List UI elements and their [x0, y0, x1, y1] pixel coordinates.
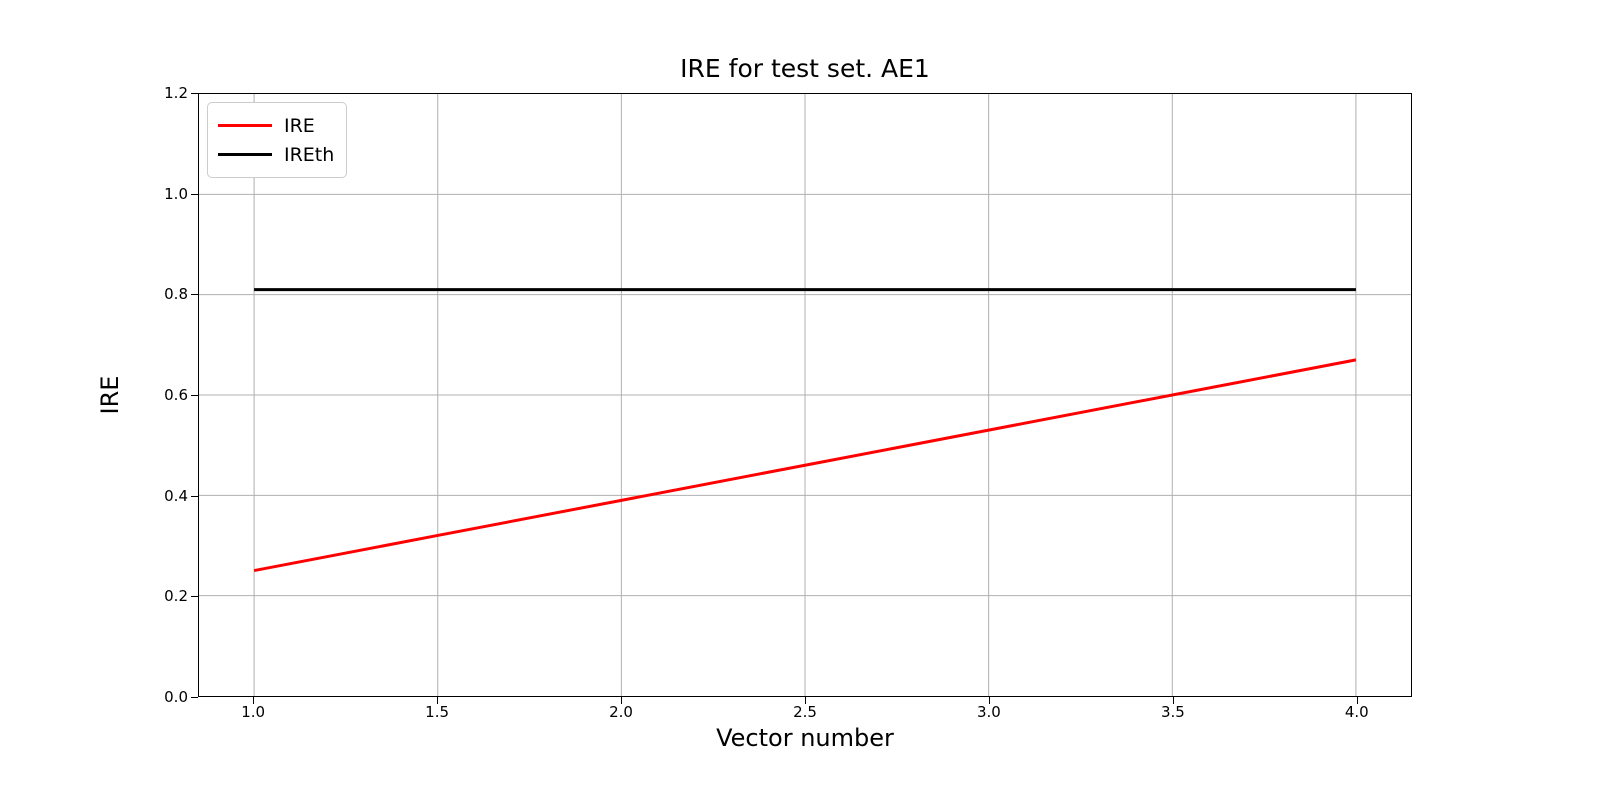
legend-entry-ire[interactable]: IRE — [218, 111, 334, 140]
y-tick-mark — [191, 395, 198, 396]
x-tick-label: 4.0 — [1344, 703, 1369, 721]
y-tick-label: 0.2 — [164, 587, 188, 606]
chart-legend[interactable]: IRE IREth — [207, 102, 348, 178]
x-tick-mark — [805, 697, 806, 704]
y-tick-mark — [191, 294, 198, 296]
series-line-ire — [253, 358, 1357, 573]
x-tick-mark — [988, 697, 990, 704]
page-title: IRE for test set. AE1 — [680, 54, 930, 83]
y-tick-label: 0.6 — [164, 386, 188, 404]
y-tick-mark — [191, 495, 198, 497]
x-tick-label: 1.5 — [425, 703, 450, 721]
x-tick-mark — [437, 697, 439, 704]
x-axis-label: Vector number — [716, 724, 894, 752]
legend-entry-ireth[interactable]: IREth — [218, 140, 334, 169]
y-tick-label: 0.8 — [164, 285, 188, 304]
y-tick-label: 1.0 — [164, 184, 188, 203]
x-tick-label: 3.0 — [977, 703, 1001, 721]
x-tick-label: 2.5 — [793, 703, 817, 721]
y-tick-label: 0.0 — [164, 688, 188, 706]
y-tick-label: 1.2 — [164, 84, 188, 102]
y-tick-mark — [191, 697, 198, 698]
x-tick-label: 2.0 — [609, 703, 633, 721]
x-tick-label: 3.5 — [1160, 703, 1185, 721]
grid-lines — [199, 94, 1411, 696]
x-tick-mark — [621, 697, 623, 704]
x-tick-mark — [1356, 697, 1358, 704]
x-tick-mark — [253, 697, 255, 704]
plot-area — [198, 93, 1412, 697]
x-tick-label: 1.0 — [241, 703, 266, 721]
legend-label: IREth — [284, 143, 335, 166]
legend-swatch-line-icon — [218, 153, 272, 156]
legend-label: IRE — [284, 114, 315, 137]
y-tick-label: 0.4 — [164, 486, 188, 505]
y-tick-mark — [191, 596, 198, 598]
legend-swatch-line-icon — [218, 124, 272, 127]
y-axis-label: IRE — [96, 375, 124, 415]
y-tick-mark — [191, 93, 198, 94]
y-tick-mark — [191, 193, 198, 195]
x-tick-mark — [1172, 697, 1174, 704]
data-series-layer — [253, 288, 1357, 573]
